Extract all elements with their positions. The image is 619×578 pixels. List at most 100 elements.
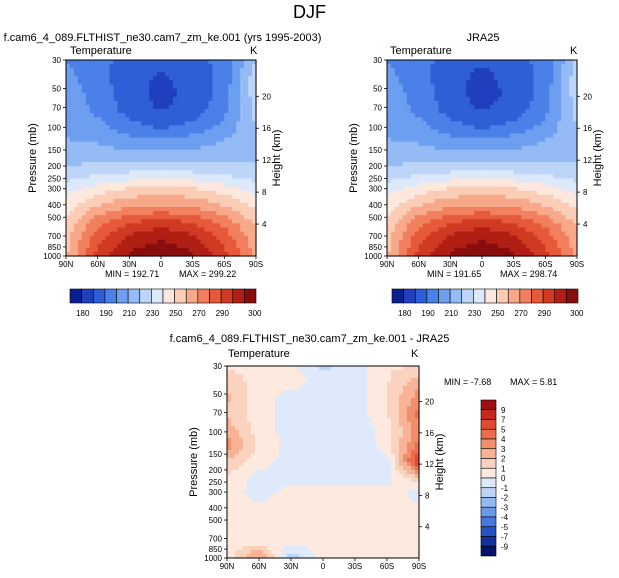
panel-1-cell	[161, 235, 166, 241]
panel-1-cell	[85, 207, 91, 212]
panel-1-cell	[149, 121, 154, 126]
panel-1-cell	[244, 215, 249, 220]
panel-1-cell	[149, 223, 154, 229]
panel-1-cell	[252, 243, 257, 249]
panel-3-ylabel: Pressure (mb)	[188, 427, 200, 497]
panel-1-cell	[93, 80, 99, 86]
panel-2-cell	[387, 60, 392, 65]
panel-1-cell	[121, 92, 126, 98]
panel-1-cell	[141, 178, 146, 184]
panel-2-cell	[474, 145, 479, 151]
panel-1-cell	[204, 125, 210, 131]
panel-1-cell	[141, 239, 146, 245]
panel-2-colorbar: 180 190 210 230 250 270 290 300	[391, 288, 584, 318]
panel-1-cell	[220, 100, 225, 106]
panel-1-cell	[240, 92, 245, 98]
panel-2-cell	[454, 194, 459, 200]
panel-2-cell	[497, 137, 503, 143]
panel-2-cell	[422, 137, 428, 143]
panel-1-cell	[216, 113, 221, 118]
panel-1-cell	[93, 215, 99, 220]
panel-2-cell	[446, 64, 451, 69]
panel-2-cell	[418, 137, 424, 143]
panel-1-cell	[204, 207, 210, 212]
panel-2-cell	[517, 231, 523, 237]
panel-1-cell	[137, 202, 142, 208]
panel-1-cell	[161, 80, 166, 86]
panel-2-cell	[430, 223, 436, 229]
panel-1-cell	[121, 80, 126, 86]
panel-2-cell	[549, 153, 554, 159]
panel-2-cell	[466, 76, 471, 82]
panel-1-cell	[69, 60, 75, 65]
panel-1-cell	[188, 117, 194, 122]
panel-1-cell	[149, 207, 154, 212]
panel-2-cell	[478, 72, 483, 77]
panel-1-cell	[66, 198, 71, 204]
panel-2-cell	[458, 170, 463, 175]
panel-1-cell	[153, 247, 158, 253]
panel-2-cell	[485, 182, 491, 188]
panel-2-cell	[565, 88, 570, 94]
panel-1-cell	[153, 117, 158, 122]
panel-1-cell	[121, 109, 126, 114]
panel-2-cell	[533, 247, 539, 253]
panel-2-cell	[406, 72, 412, 77]
panel-1-cell	[69, 121, 75, 126]
panel-2-cell	[505, 68, 511, 73]
panel-2-cell	[470, 104, 475, 110]
panel-1-cell	[220, 141, 225, 147]
panel-2-cell	[426, 251, 432, 257]
panel-2-cell	[438, 231, 444, 237]
panel-1-cell	[85, 174, 91, 180]
panel-1-cell	[184, 141, 190, 147]
panel-1-cell	[145, 76, 150, 82]
panel-2-cell	[446, 182, 451, 188]
panel-2-cell	[541, 60, 546, 65]
panel-1-cell	[133, 88, 138, 94]
panel-1-cell	[168, 121, 174, 126]
panel-2-cell	[549, 227, 554, 233]
panel-2-cell	[454, 202, 459, 208]
panel-2-cell	[462, 194, 467, 200]
panel-1-cell	[180, 137, 186, 143]
panel-2-cell	[434, 231, 440, 237]
panel-2-cell	[390, 247, 396, 253]
panel-2-cell	[442, 174, 447, 180]
panel-2-cell	[545, 247, 550, 253]
panel-2-cell	[398, 92, 404, 98]
panel-1-cell	[101, 251, 107, 257]
panel-1-cell	[244, 104, 249, 110]
panel-1-cell	[125, 88, 130, 94]
panel-1-cell	[172, 100, 178, 106]
panel-1-cell	[137, 104, 142, 110]
panel-1-cell	[69, 170, 75, 175]
panel-1-cell	[212, 166, 218, 171]
panel-2-cell	[501, 219, 507, 224]
panel-1-cell	[66, 166, 71, 171]
panel-1-cell	[220, 109, 225, 114]
panel-2-cell	[541, 149, 546, 155]
panel-3-min: MIN = -7.68	[444, 377, 492, 387]
panel-1-cell	[81, 219, 87, 224]
panel-1-cell	[244, 186, 249, 192]
panel-1-cell	[105, 174, 111, 180]
panel-2-cell	[485, 202, 491, 208]
panel-1-cell	[188, 235, 194, 241]
panel-1-cell	[153, 162, 158, 167]
panel-2-cell	[450, 145, 455, 151]
panel-1-cell	[81, 96, 87, 102]
panel-3-ytick-label: 100	[209, 428, 223, 437]
panel-2-cell	[565, 125, 570, 131]
panel-2-cell	[430, 235, 436, 241]
panel-2-cell	[533, 162, 539, 167]
panel-2-cell	[414, 239, 420, 245]
panel-1-cell	[101, 215, 107, 220]
panel-1-cell	[113, 211, 119, 216]
panel-2-cell	[549, 72, 554, 77]
panel-2-cell	[529, 239, 535, 245]
panel-1-cell	[109, 149, 115, 155]
panel-2-cell	[474, 141, 479, 147]
panel-1-cell	[113, 109, 119, 114]
panel-2-colorbar-swatch	[438, 288, 451, 304]
